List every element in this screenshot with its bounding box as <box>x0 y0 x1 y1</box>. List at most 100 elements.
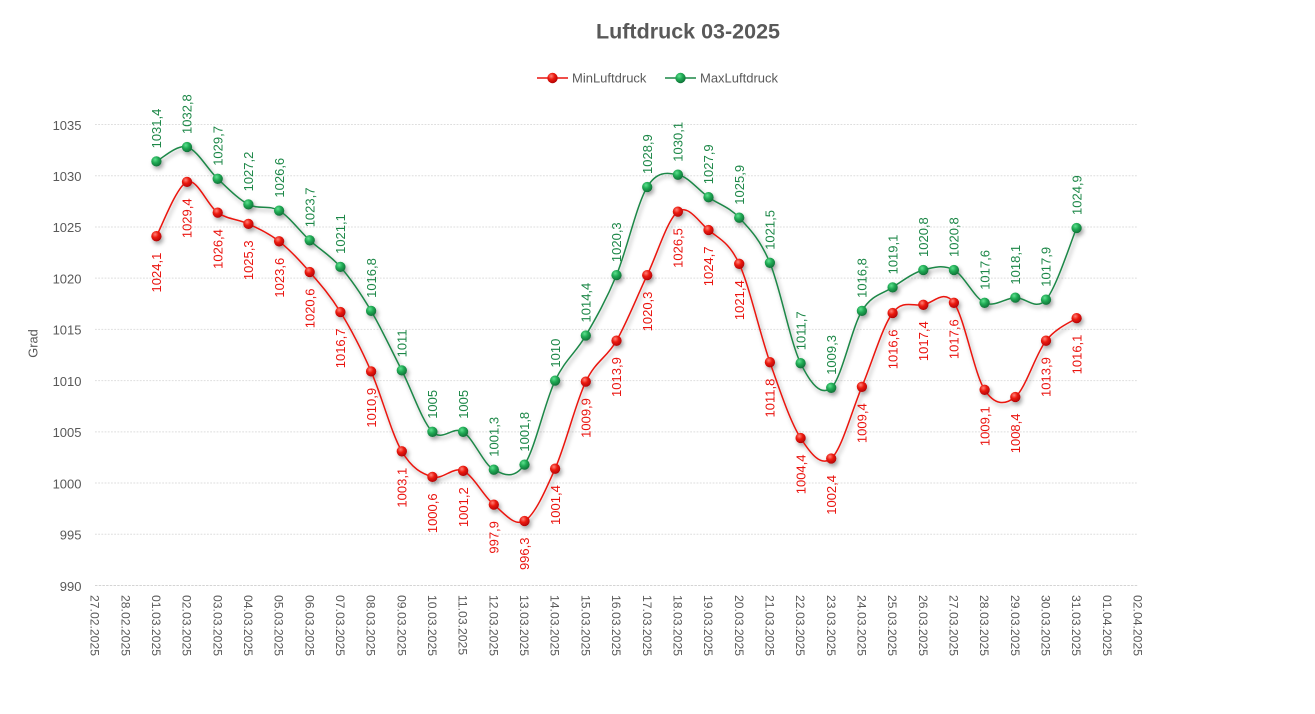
svg-text:1000,6: 1000,6 <box>425 493 440 533</box>
svg-text:27.02.2025: 27.02.2025 <box>88 595 102 656</box>
svg-text:1004,4: 1004,4 <box>793 455 808 495</box>
svg-text:1005: 1005 <box>425 390 440 419</box>
svg-text:1017,6: 1017,6 <box>947 319 962 359</box>
svg-text:1020: 1020 <box>53 272 82 287</box>
svg-text:Grad: Grad <box>25 329 40 357</box>
svg-text:1003,1: 1003,1 <box>394 468 409 508</box>
svg-text:06.03.2025: 06.03.2025 <box>302 595 316 656</box>
svg-text:13.03.2025: 13.03.2025 <box>517 595 531 656</box>
svg-text:1017,6: 1017,6 <box>977 250 992 290</box>
svg-text:1001,2: 1001,2 <box>456 487 471 527</box>
svg-text:995: 995 <box>60 528 82 543</box>
svg-text:1020,8: 1020,8 <box>916 217 931 257</box>
svg-text:1030: 1030 <box>53 169 82 184</box>
svg-text:14.03.2025: 14.03.2025 <box>548 595 562 656</box>
svg-text:1016,8: 1016,8 <box>364 258 379 298</box>
svg-text:1017,4: 1017,4 <box>916 321 931 361</box>
svg-text:1005: 1005 <box>53 425 82 440</box>
svg-text:1027,2: 1027,2 <box>241 152 256 192</box>
svg-text:1023,6: 1023,6 <box>272 258 287 298</box>
svg-text:17.03.2025: 17.03.2025 <box>640 595 654 656</box>
svg-text:1030,1: 1030,1 <box>671 122 686 162</box>
svg-text:1026,4: 1026,4 <box>210 229 225 269</box>
svg-text:29.03.2025: 29.03.2025 <box>1008 595 1022 656</box>
svg-text:1011,7: 1011,7 <box>793 311 808 350</box>
svg-text:1002,4: 1002,4 <box>824 475 839 515</box>
svg-text:31.03.2025: 31.03.2025 <box>1069 595 1083 656</box>
svg-text:1020,3: 1020,3 <box>609 222 624 262</box>
svg-text:01.03.2025: 01.03.2025 <box>149 595 163 656</box>
svg-text:15.03.2025: 15.03.2025 <box>578 595 592 656</box>
svg-text:20.03.2025: 20.03.2025 <box>732 595 746 656</box>
svg-text:07.03.2025: 07.03.2025 <box>333 595 347 656</box>
svg-text:1031,4: 1031,4 <box>149 109 164 149</box>
svg-text:1021,4: 1021,4 <box>732 280 747 320</box>
svg-text:03.03.2025: 03.03.2025 <box>210 595 224 656</box>
svg-text:26.03.2025: 26.03.2025 <box>916 595 930 656</box>
svg-text:1008,4: 1008,4 <box>1008 414 1023 454</box>
svg-text:09.03.2025: 09.03.2025 <box>394 595 408 656</box>
svg-text:25.03.2025: 25.03.2025 <box>885 595 899 656</box>
svg-text:1000: 1000 <box>53 476 82 491</box>
svg-text:996,3: 996,3 <box>517 538 532 571</box>
svg-text:1027,9: 1027,9 <box>701 144 716 184</box>
svg-text:24.03.2025: 24.03.2025 <box>855 595 869 656</box>
svg-text:990: 990 <box>60 579 82 594</box>
svg-text:1005: 1005 <box>456 390 471 419</box>
svg-text:997,9: 997,9 <box>486 521 501 554</box>
svg-text:1013,9: 1013,9 <box>609 357 624 397</box>
svg-text:1011,8: 1011,8 <box>763 379 778 418</box>
svg-text:1016,7: 1016,7 <box>333 329 348 369</box>
svg-text:1016,8: 1016,8 <box>855 258 870 298</box>
svg-text:27.03.2025: 27.03.2025 <box>947 595 961 656</box>
svg-text:1029,7: 1029,7 <box>210 126 225 166</box>
svg-text:16.03.2025: 16.03.2025 <box>609 595 623 656</box>
svg-text:1015: 1015 <box>53 323 82 338</box>
svg-text:MinLuftdruck: MinLuftdruck <box>572 71 647 86</box>
svg-text:1026,5: 1026,5 <box>671 228 686 268</box>
svg-text:1001,8: 1001,8 <box>517 412 532 452</box>
svg-text:1035: 1035 <box>53 118 82 133</box>
svg-text:04.03.2025: 04.03.2025 <box>241 595 255 656</box>
svg-text:1010,9: 1010,9 <box>364 388 379 428</box>
svg-text:1016,6: 1016,6 <box>885 330 900 370</box>
svg-text:1001,3: 1001,3 <box>486 417 501 457</box>
svg-text:1014,4: 1014,4 <box>578 283 593 323</box>
svg-text:02.04.2025: 02.04.2025 <box>1131 595 1145 656</box>
svg-text:1023,7: 1023,7 <box>302 188 317 228</box>
svg-text:1024,9: 1024,9 <box>1069 175 1084 215</box>
svg-text:1001,4: 1001,4 <box>548 485 563 525</box>
svg-text:1028,9: 1028,9 <box>640 134 655 174</box>
svg-text:23.03.2025: 23.03.2025 <box>824 595 838 656</box>
svg-text:1011: 1011 <box>394 329 409 357</box>
svg-text:1013,9: 1013,9 <box>1039 357 1054 397</box>
svg-text:30.03.2025: 30.03.2025 <box>1039 595 1053 656</box>
svg-text:21.03.2025: 21.03.2025 <box>763 595 777 656</box>
svg-text:11.03.2025: 11.03.2025 <box>456 595 470 655</box>
svg-text:1009,9: 1009,9 <box>578 398 593 438</box>
svg-text:MaxLuftdruck: MaxLuftdruck <box>700 71 779 86</box>
svg-text:1016,1: 1016,1 <box>1069 335 1084 375</box>
svg-text:02.03.2025: 02.03.2025 <box>180 595 194 656</box>
svg-text:1009,3: 1009,3 <box>824 335 839 375</box>
svg-text:1029,4: 1029,4 <box>180 198 195 238</box>
svg-text:1020,6: 1020,6 <box>302 289 317 329</box>
svg-text:28.02.2025: 28.02.2025 <box>118 595 132 656</box>
svg-text:1020,3: 1020,3 <box>640 292 655 332</box>
svg-text:05.03.2025: 05.03.2025 <box>272 595 286 656</box>
svg-text:1021,1: 1021,1 <box>333 214 348 254</box>
svg-text:1032,8: 1032,8 <box>180 94 195 134</box>
svg-text:1025,9: 1025,9 <box>732 165 747 205</box>
svg-text:01.04.2025: 01.04.2025 <box>1100 595 1114 656</box>
svg-text:22.03.2025: 22.03.2025 <box>793 595 807 656</box>
svg-text:12.03.2025: 12.03.2025 <box>486 595 500 656</box>
svg-text:Luftdruck 03-2025: Luftdruck 03-2025 <box>596 20 780 44</box>
svg-text:1025: 1025 <box>53 220 82 235</box>
svg-text:28.03.2025: 28.03.2025 <box>977 595 991 656</box>
svg-text:1019,1: 1019,1 <box>885 235 900 275</box>
svg-text:1010: 1010 <box>53 374 82 389</box>
svg-text:1020,8: 1020,8 <box>947 217 962 257</box>
svg-text:1026,6: 1026,6 <box>272 158 287 198</box>
svg-text:1017,9: 1017,9 <box>1039 247 1054 287</box>
svg-text:1009,4: 1009,4 <box>855 403 870 443</box>
